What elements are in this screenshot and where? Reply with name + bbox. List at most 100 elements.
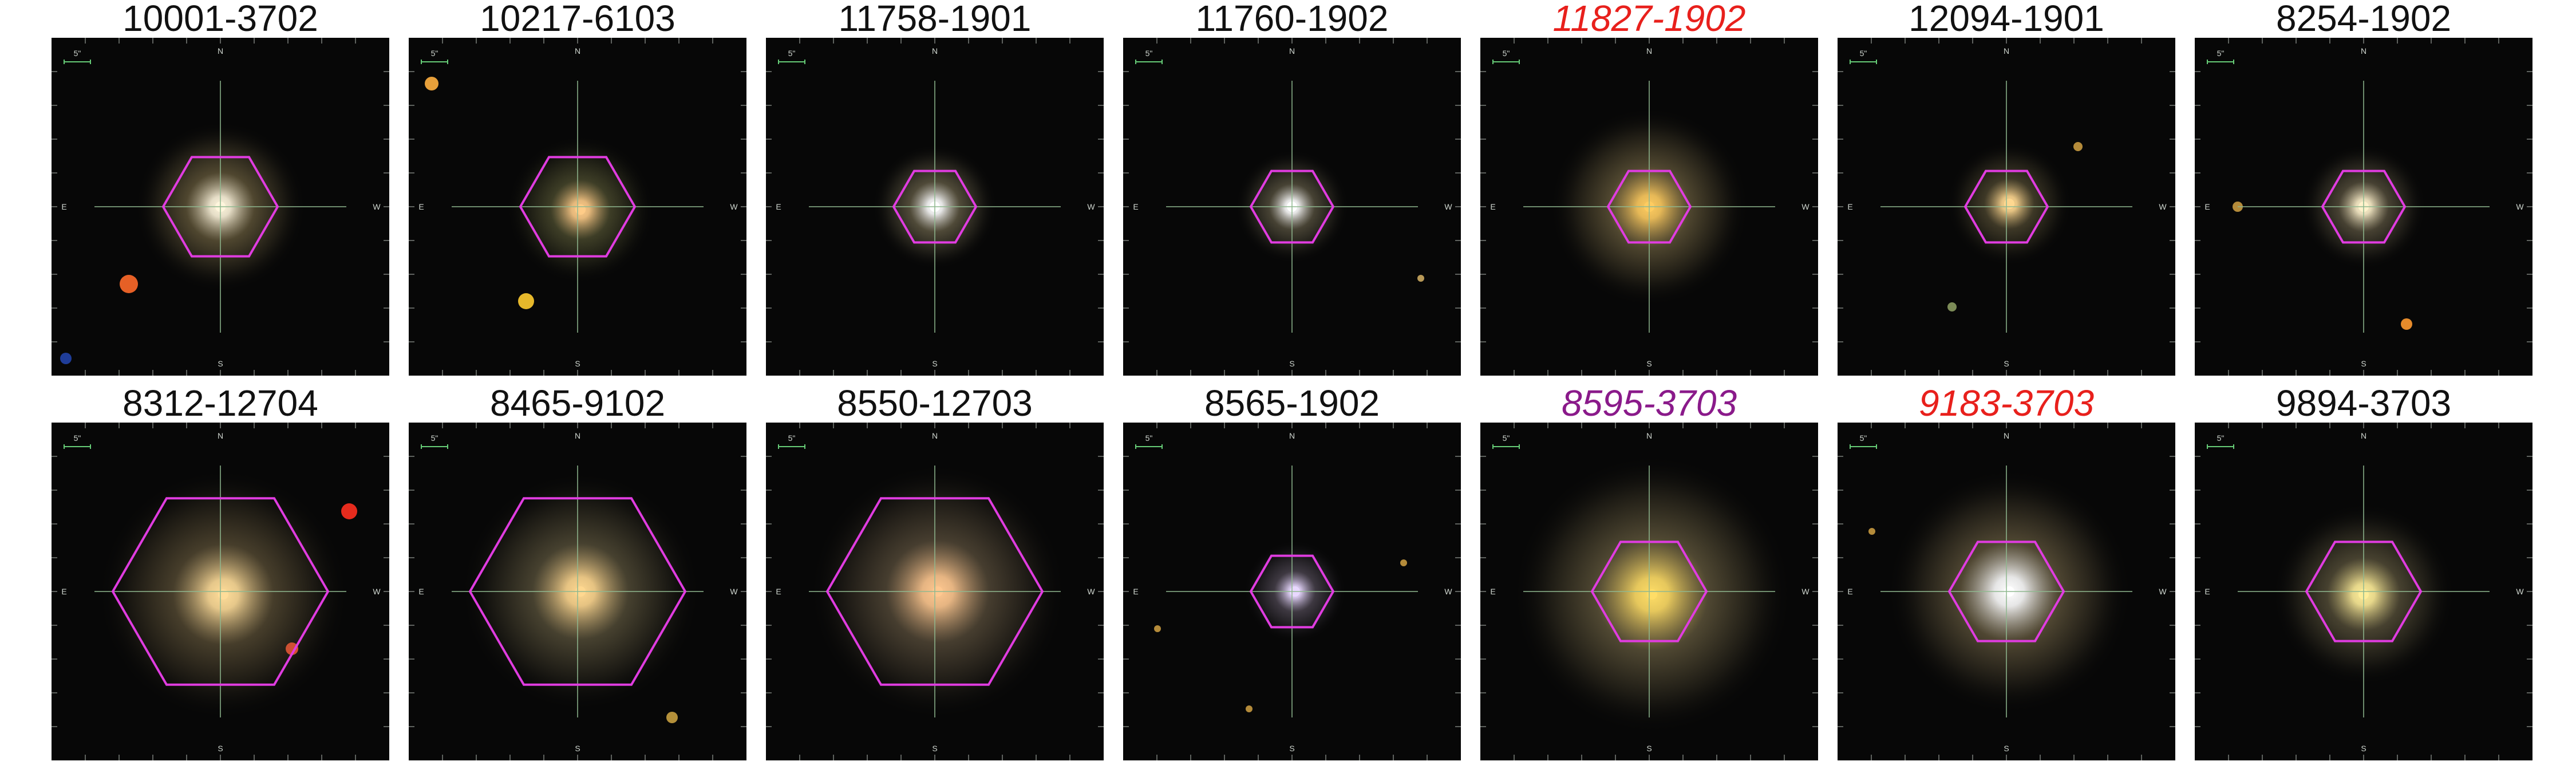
field-star — [2401, 318, 2412, 330]
compass-west: W — [730, 587, 738, 596]
scale-label: 5" — [431, 433, 438, 443]
compass-south: S — [2004, 744, 2009, 753]
compass-north: N — [575, 431, 580, 440]
ifu-hexagon — [161, 156, 279, 258]
galaxy-label: 9183-3703 — [1918, 382, 2095, 424]
compass-north: N — [575, 46, 580, 56]
galaxy-label: 8565-1902 — [1204, 382, 1380, 424]
galaxy-image: 5" N S E W — [2195, 38, 2532, 376]
compass-south: S — [218, 359, 223, 368]
ifu-hexagon — [2321, 169, 2407, 244]
scale-label: 5" — [1503, 433, 1510, 443]
compass-south: S — [1646, 359, 1652, 368]
galaxy-label: 11827-1902 — [1552, 0, 1746, 39]
galaxy-image: 5" N S E W — [409, 38, 746, 376]
field-star — [1246, 705, 1253, 712]
galaxy-cell: 8595-3703 5" N S E W — [1480, 385, 1818, 760]
galaxy-cell: 8312-12704 5" N S E W — [52, 385, 389, 760]
scale-label: 5" — [788, 433, 796, 443]
compass-east: E — [776, 587, 781, 596]
field-star — [120, 275, 138, 293]
compass-east: E — [776, 202, 781, 211]
ifu-hexagon — [892, 169, 978, 244]
field-star — [341, 503, 357, 519]
compass-south: S — [932, 359, 937, 368]
ifu-hexagon — [468, 497, 687, 686]
compass-south: S — [2004, 359, 2009, 368]
galaxy-image: 5" N S E W — [52, 423, 389, 760]
compass-west: W — [730, 202, 738, 211]
ifu-hexagon — [1249, 169, 1335, 244]
scale-label: 5" — [1860, 49, 1867, 58]
compass-east: E — [2204, 587, 2210, 596]
galaxy-core — [2004, 199, 2014, 209]
compass-east: E — [1490, 202, 1495, 211]
compass-west: W — [1444, 202, 1452, 211]
scale-label: 5" — [1145, 433, 1153, 443]
galaxy-cell: 10001-3702 5" N S E W — [52, 0, 389, 376]
compass-east: E — [1847, 587, 1852, 596]
galaxy-label: 12094-1901 — [1909, 0, 2104, 39]
compass-south: S — [932, 744, 937, 753]
compass-west: W — [1444, 587, 1452, 596]
compass-north: N — [1289, 46, 1295, 56]
compass-east: E — [418, 202, 424, 211]
compass-west: W — [1087, 202, 1095, 211]
compass-east: E — [1847, 202, 1852, 211]
compass-east: E — [61, 202, 66, 211]
compass-west: W — [373, 587, 381, 596]
galaxy-cell: 11758-1901 5" N S E W — [766, 0, 1104, 376]
compass-east: E — [1133, 202, 1138, 211]
compass-north: N — [218, 46, 223, 56]
galaxy-image: 5" N S E W — [1480, 423, 1818, 760]
ifu-hexagon — [519, 156, 637, 258]
galaxy-image: 5" N S E W — [1123, 423, 1461, 760]
compass-east: E — [2204, 202, 2210, 211]
compass-south: S — [2361, 359, 2366, 368]
compass-north: N — [2004, 431, 2009, 440]
compass-north: N — [932, 431, 938, 440]
galaxy-image: 5" N S E W — [1838, 38, 2175, 376]
galaxy-cell: 8550-12703 5" N S E W — [766, 385, 1104, 760]
galaxy-label: 8550-12703 — [837, 382, 1033, 424]
scale-label: 5" — [1860, 433, 1867, 443]
galaxy-cell: 9894-3703 5" N S E W — [2195, 385, 2532, 760]
compass-west: W — [2516, 587, 2524, 596]
galaxy-label: 10217-6103 — [480, 0, 675, 39]
scale-label: 5" — [2217, 433, 2225, 443]
galaxy-cell: 12094-1901 5" N S E W — [1838, 0, 2175, 376]
ifu-hexagon — [1947, 541, 2065, 642]
galaxy-image: 5" N S E W — [766, 423, 1104, 760]
compass-south: S — [1289, 359, 1294, 368]
ifu-hexagon — [1249, 554, 1335, 629]
scale-label: 5" — [74, 433, 81, 443]
galaxy-label: 8465-9102 — [489, 382, 666, 424]
ifu-hexagon — [111, 497, 330, 686]
compass-east: E — [61, 587, 66, 596]
compass-north: N — [1646, 46, 1652, 56]
compass-north: N — [1646, 431, 1652, 440]
compass-west: W — [2516, 202, 2524, 211]
ifu-hexagon — [2305, 541, 2423, 642]
galaxy-core — [1647, 589, 1657, 600]
field-star — [1868, 528, 1875, 535]
scale-label: 5" — [788, 49, 796, 58]
galaxy-image: 5" N S E W — [2195, 423, 2532, 760]
field-star — [1417, 275, 1424, 282]
scale-label: 5" — [74, 49, 81, 58]
ifu-hexagon — [825, 497, 1044, 686]
field-star — [2073, 142, 2083, 151]
scale-label: 5" — [1503, 49, 1510, 58]
ifu-hexagon — [1590, 541, 1708, 642]
compass-south: S — [218, 744, 223, 753]
ifu-hexagon — [1963, 169, 2049, 244]
galaxy-image: 5" N S E W — [1480, 38, 1818, 376]
galaxy-label: 11758-1901 — [838, 0, 1032, 39]
compass-north: N — [2361, 431, 2366, 440]
compass-north: N — [2361, 46, 2366, 56]
galaxy-cell: 9183-3703 5" N S E W — [1838, 385, 2175, 760]
field-star — [666, 712, 678, 723]
galaxy-label: 9894-3703 — [2275, 382, 2452, 424]
field-star — [1154, 625, 1161, 632]
galaxy-cell: 11827-1902 5" N S E W — [1480, 0, 1818, 376]
